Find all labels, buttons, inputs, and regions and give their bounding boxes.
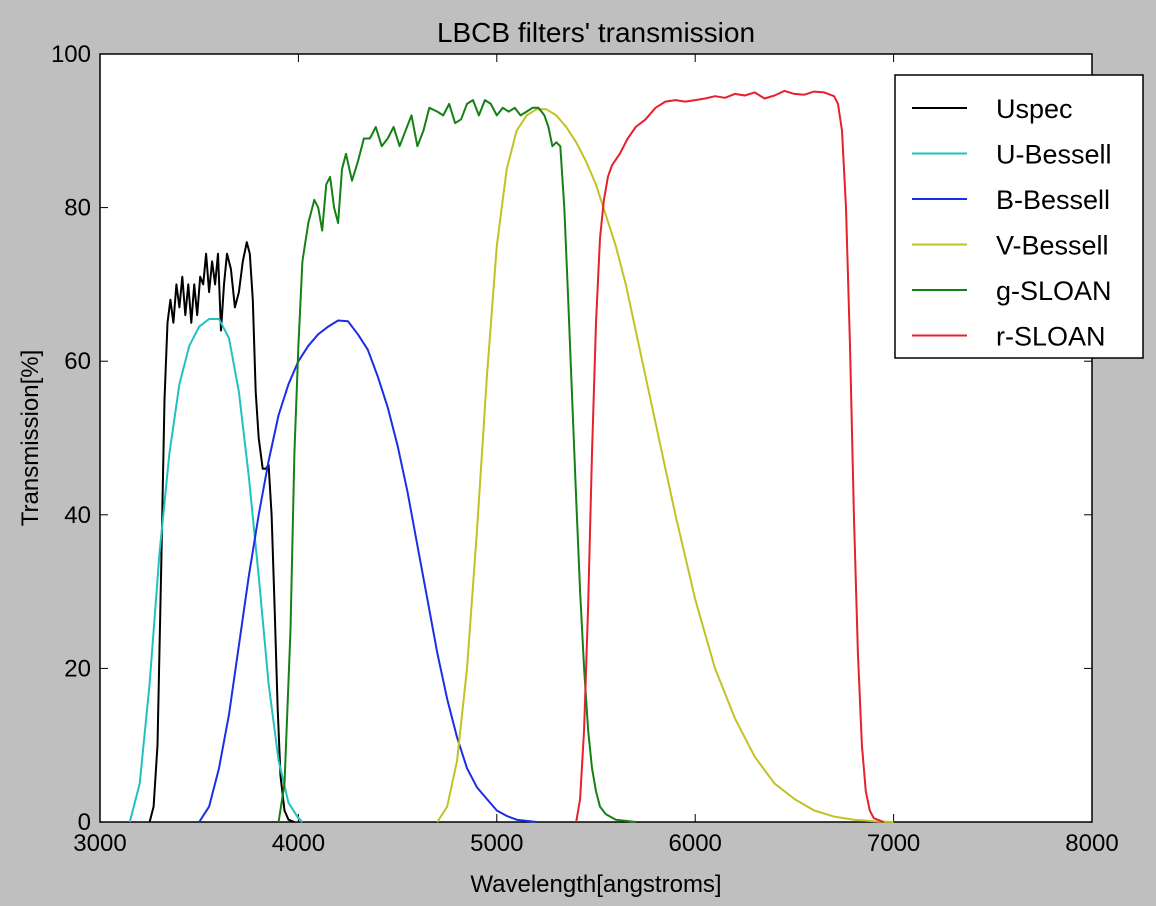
y-tick-label: 20 bbox=[64, 655, 91, 682]
y-tick-label: 40 bbox=[64, 502, 91, 529]
x-tick-label: 6000 bbox=[669, 830, 722, 857]
y-tick-label: 80 bbox=[64, 195, 91, 222]
axis-ticks: 3000 4000 5000 6000 7000 8000 0 20 40 60 80 100 bbox=[51, 41, 1119, 857]
x-tick-label: 8000 bbox=[1065, 830, 1118, 857]
series-line-u-bessell bbox=[128, 318, 304, 823]
y-axis-label: Transmission[%] bbox=[17, 350, 44, 526]
series-line-r-sloan bbox=[575, 89, 885, 823]
x-axis-label: Wavelength[angstroms] bbox=[470, 871, 721, 898]
legend-label-r-sloan: r-SLOAN bbox=[996, 322, 1106, 352]
legend-label-uspec: Uspec bbox=[996, 94, 1073, 124]
x-tick-label: 5000 bbox=[470, 830, 523, 857]
x-tick-label: 4000 bbox=[272, 830, 325, 857]
legend-label-b-bessell: B-Bessell bbox=[996, 185, 1110, 215]
legend-label-v-bessell: V-Bessell bbox=[996, 231, 1109, 261]
legend-box bbox=[894, 74, 1144, 359]
y-tick-label: 0 bbox=[78, 809, 91, 836]
y-tick-label: 60 bbox=[64, 348, 91, 375]
legend-label-g-sloan: g-SLOAN bbox=[996, 276, 1112, 306]
legend: Uspec U-Bessell B-Bessell V-Bessell g-SLOAN r… bbox=[894, 74, 1144, 359]
legend-label-u-bessell: U-Bessell bbox=[996, 140, 1112, 170]
x-tick-label: 3000 bbox=[73, 830, 126, 857]
series-line-b-bessell bbox=[198, 319, 537, 823]
series-line-v-bessell bbox=[436, 108, 894, 823]
series-lines bbox=[128, 89, 894, 823]
series-line-g-sloan bbox=[277, 99, 636, 823]
y-tick-label: 100 bbox=[51, 41, 91, 68]
chart-title: LBCB filters' transmission bbox=[437, 17, 755, 48]
x-tick-label: 7000 bbox=[867, 830, 920, 857]
